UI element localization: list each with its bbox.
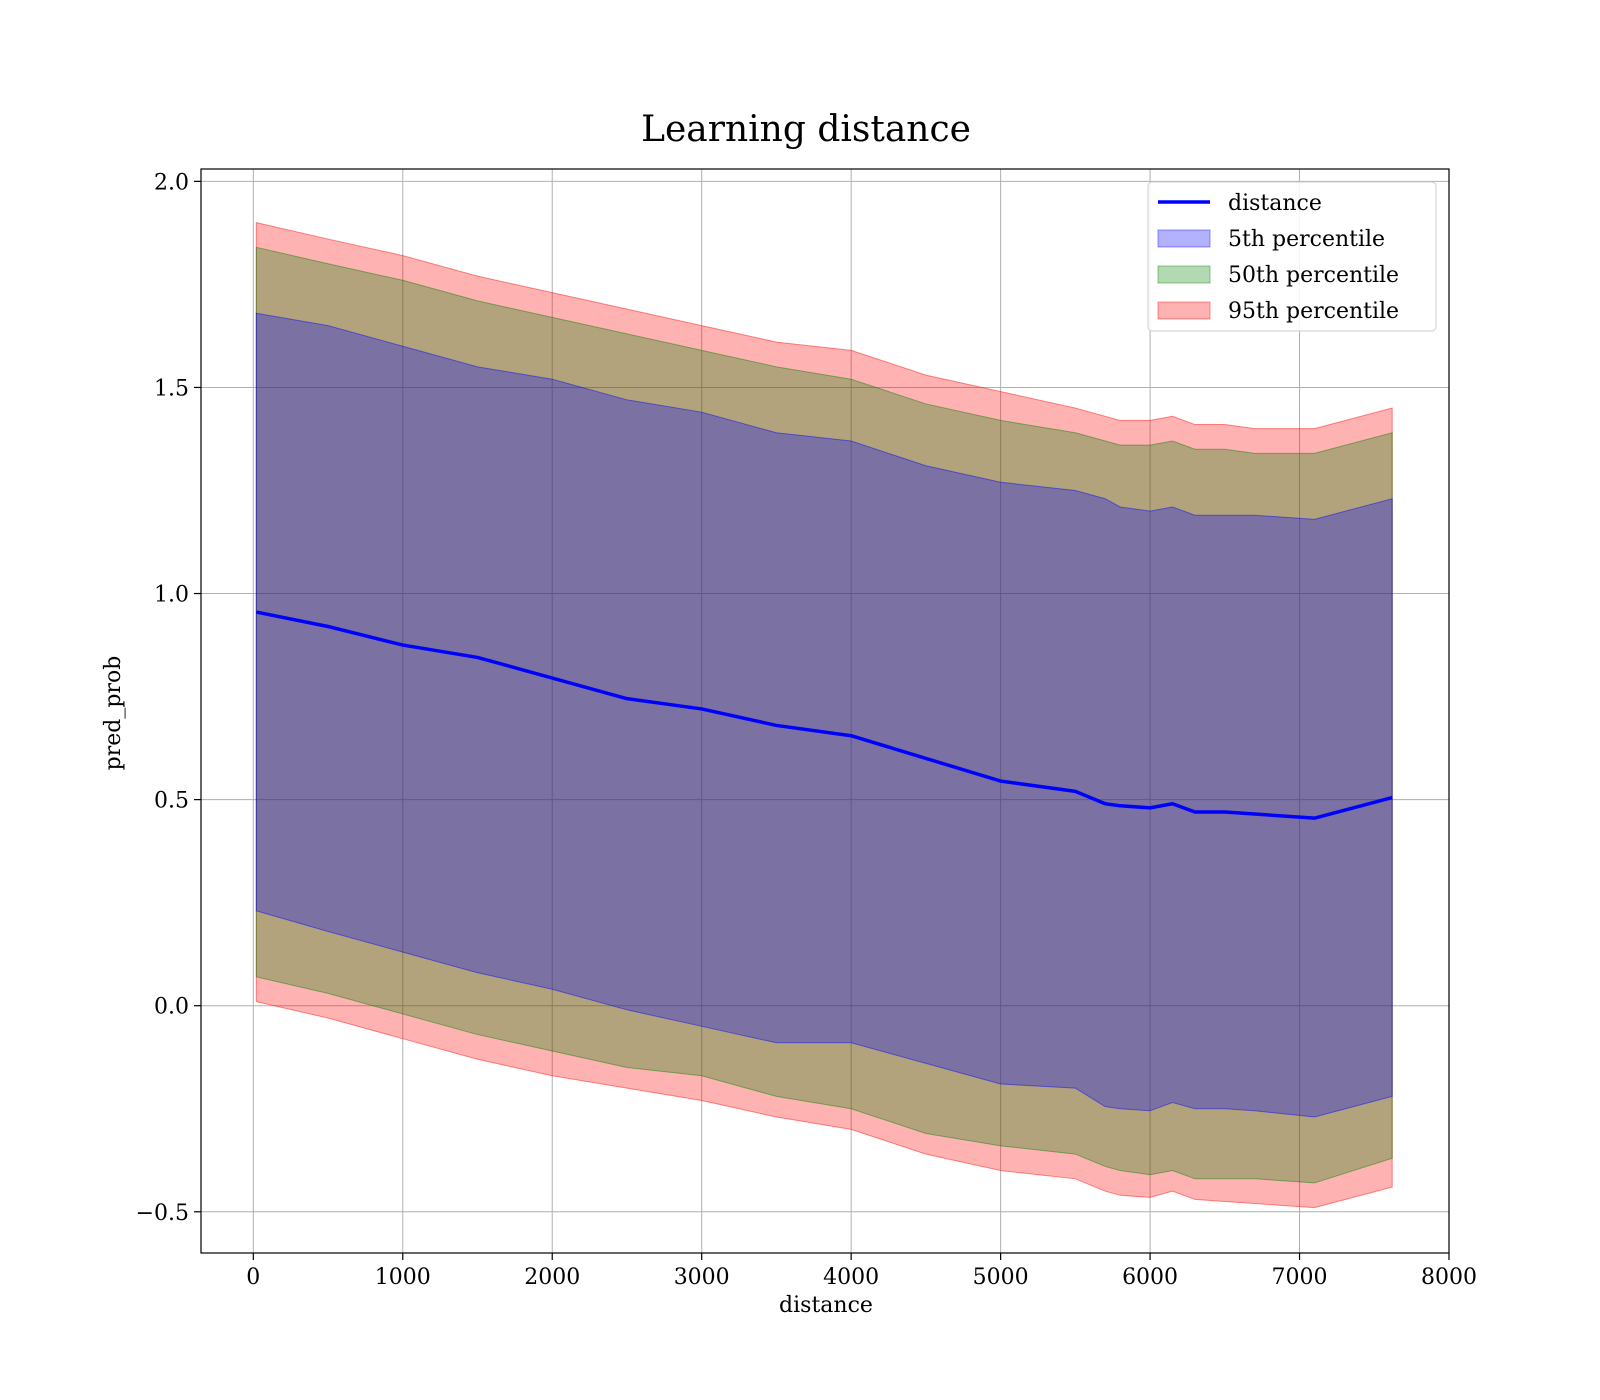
x-tick-label: 0	[246, 1265, 260, 1290]
y-tick-label: 1.0	[154, 583, 189, 608]
legend: distance 5th percentile 50th percentile 95t…	[1147, 181, 1437, 332]
legend-swatch-band	[1157, 301, 1211, 320]
y-axis-ticks: −0.5 0.0 0.5 1.0 1.5 2.0	[136, 170, 201, 1226]
y-tick-label: 0.0	[154, 995, 189, 1020]
y-tick-label: 0.5	[154, 789, 189, 814]
x-axis-ticks: 0 1000 2000 3000 4000 5000 6000 7000 8000	[246, 1253, 1477, 1290]
plot-frame	[200, 168, 1450, 1254]
legend-label: 5th percentile	[1228, 227, 1385, 252]
legend-label: 50th percentile	[1228, 263, 1399, 288]
x-tick-label: 7000	[1272, 1265, 1328, 1290]
x-tick-label: 1000	[375, 1265, 431, 1290]
series-line-distance	[255, 610, 1393, 820]
band-5th-percentile	[255, 312, 1393, 1118]
percentile-bands	[255, 221, 1393, 1209]
legend-swatch-band	[1157, 229, 1211, 248]
distance-line-layer	[255, 610, 1393, 820]
chart-title: Learning distance	[641, 109, 971, 150]
x-tick-label: 8000	[1421, 1265, 1477, 1290]
x-tick-label: 5000	[973, 1265, 1029, 1290]
y-tick-label: 2.0	[154, 170, 189, 195]
y-tick-label: −0.5	[136, 1201, 189, 1226]
x-tick-label: 3000	[674, 1265, 730, 1290]
legend-swatch-band	[1157, 265, 1211, 284]
y-axis-label: pred_prob	[101, 656, 126, 771]
legend-box	[1147, 181, 1437, 332]
x-tick-label: 6000	[1122, 1265, 1178, 1290]
legend-label: 95th percentile	[1228, 299, 1399, 324]
x-tick-label: 4000	[823, 1265, 879, 1290]
y-tick-label: 1.5	[154, 376, 189, 401]
legend-label: distance	[1228, 191, 1322, 216]
band-50th-percentile	[255, 246, 1393, 1184]
band-95th-percentile	[255, 221, 1393, 1209]
grid	[201, 169, 1449, 1253]
x-axis-label: distance	[779, 1293, 873, 1318]
x-tick-label: 2000	[524, 1265, 580, 1290]
